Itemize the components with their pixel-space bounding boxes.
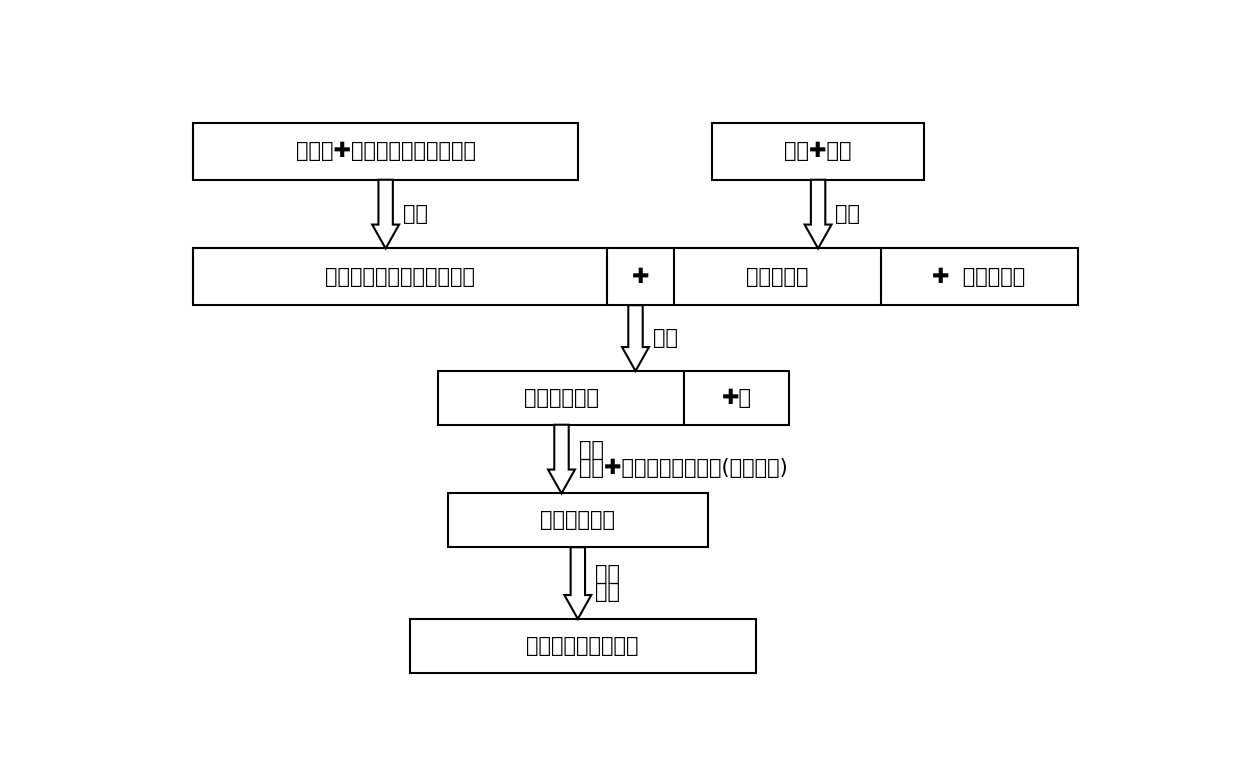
Text: ✚水: ✚水	[722, 388, 751, 408]
FancyBboxPatch shape	[193, 123, 578, 180]
Text: 混合: 混合	[403, 204, 428, 224]
Text: 硅灰✚铝灰: 硅灰✚铝灰	[785, 141, 852, 161]
Polygon shape	[564, 547, 591, 619]
Polygon shape	[372, 180, 399, 248]
FancyBboxPatch shape	[409, 619, 755, 673]
Text: 搅拌✚低温等离子体照射(氧气气氛): 搅拌✚低温等离子体照射(氧气气氛)	[579, 458, 787, 478]
FancyBboxPatch shape	[712, 123, 924, 180]
Polygon shape	[622, 305, 649, 371]
FancyBboxPatch shape	[439, 371, 683, 424]
Text: 混合: 混合	[836, 204, 861, 224]
Text: 硅铝添加剂: 硅铝添加剂	[746, 267, 808, 287]
FancyBboxPatch shape	[193, 248, 1078, 305]
Text: 混合: 混合	[652, 328, 678, 348]
Text: 碳掺城市生活垃圾焚烧飞灰: 碳掺城市生活垃圾焚烧飞灰	[325, 267, 475, 287]
Polygon shape	[805, 180, 832, 248]
FancyBboxPatch shape	[448, 494, 708, 547]
Text: ✚: ✚	[631, 267, 649, 287]
FancyBboxPatch shape	[683, 371, 789, 424]
Text: 催化剂前驱体: 催化剂前驱体	[523, 388, 599, 408]
Text: 地质聚合物光催化剂: 地质聚合物光催化剂	[527, 636, 639, 656]
Text: 石墨粉✚城市生活垃圾焚烧飞灰: 石墨粉✚城市生活垃圾焚烧飞灰	[295, 141, 476, 161]
Text: 研磨: 研磨	[595, 582, 620, 602]
Text: 光催化剂浆体: 光催化剂浆体	[541, 511, 615, 530]
Text: 烘干: 烘干	[595, 564, 620, 584]
Polygon shape	[548, 424, 575, 494]
Text: 混合: 混合	[579, 440, 604, 460]
Text: ✚  辉钼矿粉末: ✚ 辉钼矿粉末	[932, 267, 1025, 287]
